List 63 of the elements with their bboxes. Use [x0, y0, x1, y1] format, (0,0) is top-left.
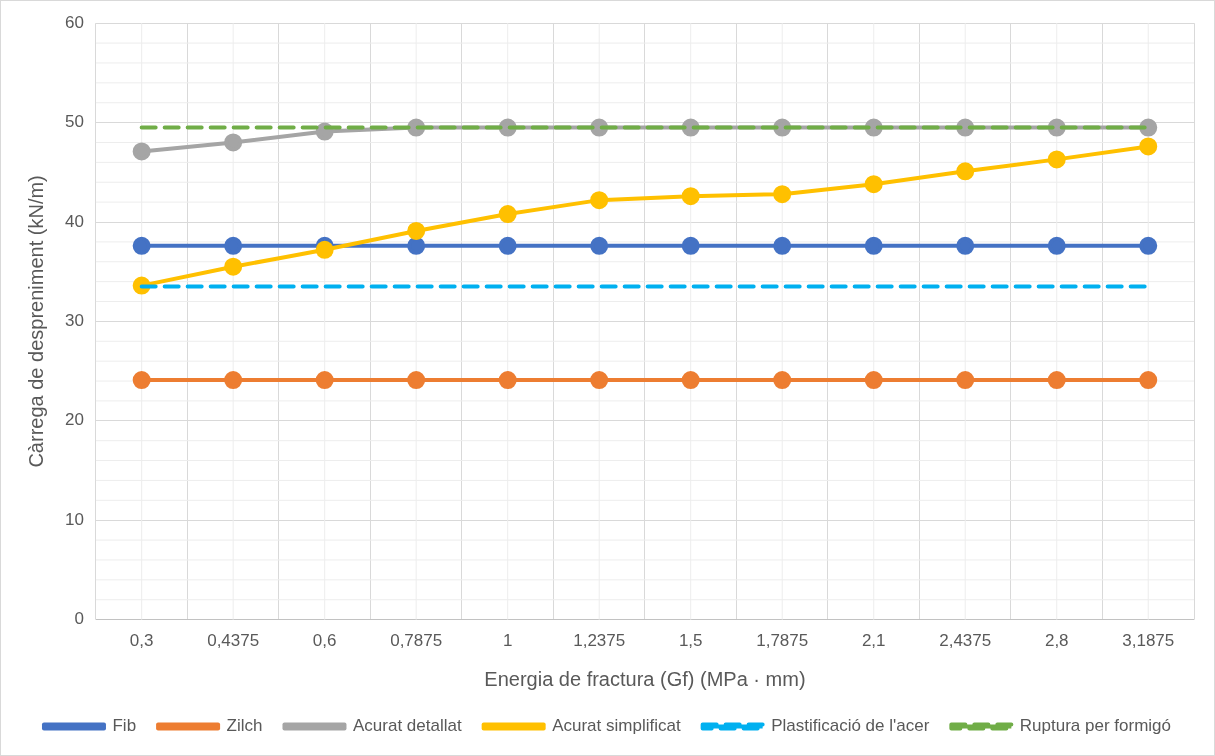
y-tick-label: 50 [64, 112, 84, 132]
point [224, 371, 243, 390]
point [1047, 371, 1066, 390]
legend-label: Plastificació de l'acer [771, 716, 930, 736]
x-tick-label: 3,1875 [1122, 631, 1175, 651]
x-tick-label: 2,4375 [939, 631, 992, 651]
x-tick-label: 2,8 [1044, 631, 1069, 651]
legend-label: Acurat simplificat [552, 716, 681, 736]
x-tick-label: 1 [502, 631, 513, 651]
point [864, 236, 883, 255]
legend-label: Ruptura per formigó [1019, 716, 1172, 736]
point [224, 257, 243, 276]
point [132, 371, 151, 390]
point [773, 185, 792, 204]
y-axis-title: Càrrega de despreniment (kN/m) [24, 175, 47, 468]
point [132, 142, 151, 161]
point [315, 240, 334, 259]
y-tick-label: 30 [64, 311, 84, 331]
x-tick-label: 0,7875 [390, 631, 443, 651]
point [407, 221, 426, 240]
x-tick-label: 1,5 [678, 631, 703, 651]
point [864, 371, 883, 390]
point [1139, 137, 1158, 156]
point [681, 371, 700, 390]
x-tick-label: 2,1 [861, 631, 886, 651]
x-tick-label: 1,2375 [573, 631, 626, 651]
point [224, 236, 243, 255]
y-tick-label: 10 [64, 509, 84, 529]
x-axis-title: Energia de fractura (Gf) (MPa · mm) [484, 667, 806, 690]
point [864, 175, 883, 194]
point [132, 236, 151, 255]
legend-label: Zilch [226, 716, 263, 736]
x-tick-label: 0,3 [129, 631, 154, 651]
point [773, 236, 792, 255]
point [498, 236, 517, 255]
point [1139, 371, 1158, 390]
x-tick-label: 0,4375 [207, 631, 260, 651]
point [773, 371, 792, 390]
y-tick-label: 20 [64, 410, 84, 430]
x-tick-label: 0,6 [312, 631, 337, 651]
point [315, 371, 334, 390]
point [1047, 150, 1066, 169]
legend-label: Fib [112, 716, 137, 736]
point [590, 191, 609, 210]
y-tick-label: 0 [74, 609, 84, 629]
point [956, 236, 975, 255]
point [498, 205, 517, 224]
point [1047, 236, 1066, 255]
point [224, 133, 243, 152]
point [590, 371, 609, 390]
point [681, 236, 700, 255]
point [956, 162, 975, 181]
point [407, 371, 426, 390]
point [590, 236, 609, 255]
legend-label: Acurat detallat [352, 716, 462, 736]
x-tick-label: 1,7875 [756, 631, 809, 651]
point [498, 371, 517, 390]
point [1139, 236, 1158, 255]
point [956, 371, 975, 390]
point [681, 187, 700, 206]
y-tick-label: 60 [64, 12, 84, 32]
point [407, 236, 426, 255]
y-tick-label: 40 [64, 211, 84, 231]
